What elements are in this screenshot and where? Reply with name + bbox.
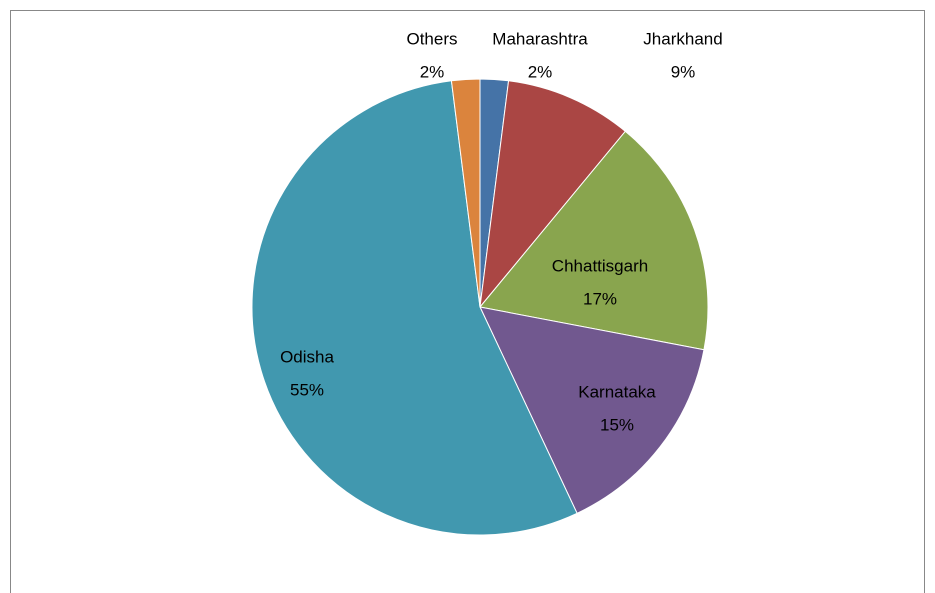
slice-value-label: 9%	[671, 62, 696, 81]
slice-category-label: Others	[406, 29, 457, 48]
pie-slice	[479, 80, 627, 309]
slice-category-label: Maharashtra	[492, 29, 588, 48]
pie-slice	[251, 80, 578, 536]
pie-slice	[479, 306, 705, 514]
slice-value-label: 55%	[290, 380, 324, 399]
slice-value-label: 2%	[420, 62, 445, 81]
slice-value-label: 17%	[583, 289, 617, 308]
pie-slice	[450, 78, 481, 308]
slice-value-label: 2%	[528, 62, 553, 81]
pie-slice	[479, 130, 709, 351]
slice-category-label: Jharkhand	[643, 29, 722, 48]
slice-category-label: Karnataka	[578, 382, 656, 401]
slice-category-label: Odisha	[280, 347, 334, 366]
chart-frame	[10, 10, 925, 593]
slice-category-label: Chhattisgarh	[552, 256, 648, 275]
slice-value-label: 15%	[600, 415, 634, 434]
